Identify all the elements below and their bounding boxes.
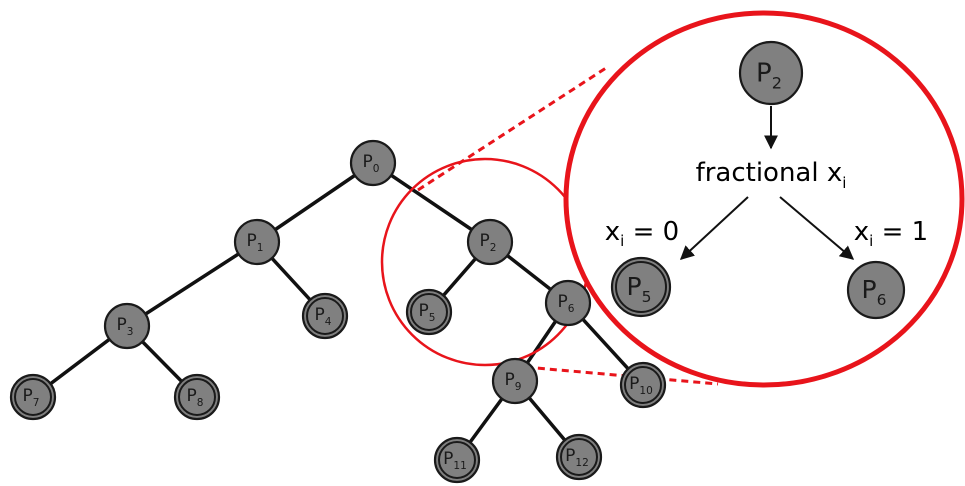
- node-p8: P8: [175, 375, 219, 419]
- node-p5: P5: [407, 290, 451, 334]
- node-p0: P0: [351, 141, 395, 185]
- edge-p1-p3: [127, 242, 257, 326]
- node-p6: P6: [546, 281, 590, 325]
- node-p7: P7: [11, 375, 55, 419]
- zoom-branch-x-equals-0: xi = 0: [605, 217, 679, 250]
- zoom-branch-x-equals-1: xi = 1: [854, 217, 928, 250]
- node-p10: P10: [621, 363, 665, 407]
- zoom-node-left-child: P5: [612, 258, 670, 316]
- node-p4: P4: [303, 294, 347, 338]
- node-p12: P12: [557, 435, 601, 479]
- node-p3: P3: [105, 304, 149, 348]
- zoom-node-right-child: P6: [848, 262, 904, 318]
- node-p1: P1: [235, 220, 279, 264]
- zoom-node-parent: P2: [740, 42, 802, 104]
- node-p11: P11: [435, 438, 479, 482]
- zoom-branch-label: fractional xi: [696, 158, 847, 192]
- node-p9: P9: [493, 359, 537, 403]
- zoom-callout: [382, 13, 962, 385]
- node-p2: P2: [468, 220, 512, 264]
